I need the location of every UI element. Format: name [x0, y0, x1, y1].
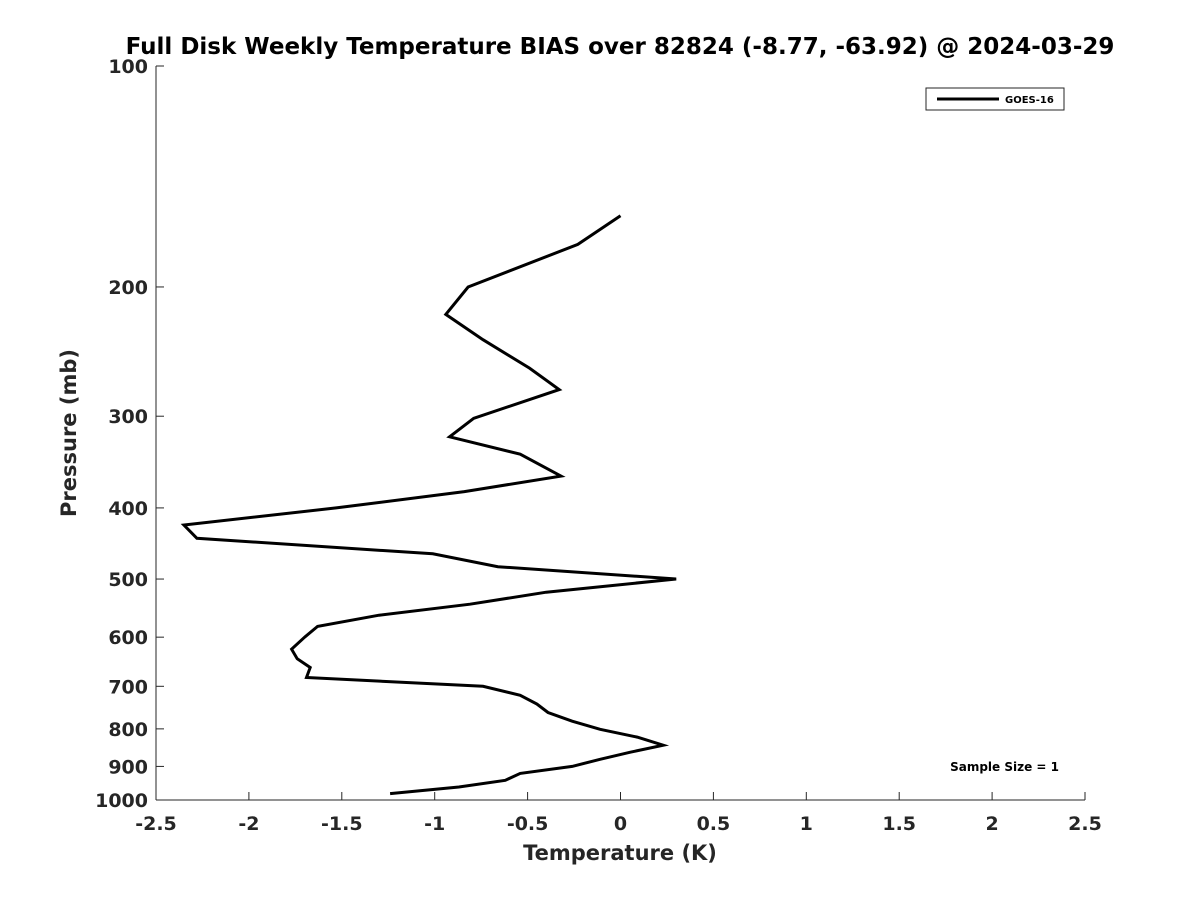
y-tick-label: 800 [108, 719, 148, 741]
y-tick-label: 600 [108, 627, 148, 649]
x-tick-label: -0.5 [507, 813, 549, 835]
x-tick-label: 2.5 [1068, 813, 1102, 835]
x-tick-label: 2 [985, 813, 998, 835]
sample-size-annotation: Sample Size = 1 [950, 760, 1059, 774]
x-tick-label: 1.5 [882, 813, 916, 835]
y-tick-label: 500 [108, 569, 148, 591]
plot-area [155, 66, 1085, 801]
series-line-goes-16 [180, 214, 677, 796]
x-ticks: -2.5 -2 -1.5 -1 -0.5 0 0.5 1 1.5 2 2.5 [135, 792, 1102, 835]
y-tick-label: 100 [108, 56, 148, 78]
x-tick-label: 1 [800, 813, 813, 835]
y-tick-label: 900 [108, 756, 148, 778]
series-layer [180, 214, 677, 796]
y-tick-label: 1000 [95, 790, 148, 812]
chart-title: Full Disk Weekly Temperature BIAS over 8… [126, 34, 1115, 60]
legend-label-goes-16: GOES-16 [1005, 95, 1054, 106]
y-ticks: 100 200 300 400 500 600 700 800 900 1000 [95, 56, 164, 812]
x-tick-label: -2 [238, 813, 259, 835]
x-tick-label: 0 [614, 813, 627, 835]
y-axis-label: Pressure (mb) [57, 349, 81, 517]
x-tick-label: 0.5 [697, 813, 731, 835]
x-tick-label: -2.5 [135, 813, 177, 835]
y-tick-label: 400 [108, 498, 148, 520]
y-tick-label: 300 [108, 406, 148, 428]
x-tick-label: -1.5 [321, 813, 363, 835]
x-tick-label: -1 [424, 813, 445, 835]
y-tick-label: 200 [108, 277, 148, 299]
legend: GOES-16 [925, 87, 1065, 111]
y-tick-label: 700 [108, 676, 148, 698]
x-axis-label: Temperature (K) [523, 841, 717, 865]
